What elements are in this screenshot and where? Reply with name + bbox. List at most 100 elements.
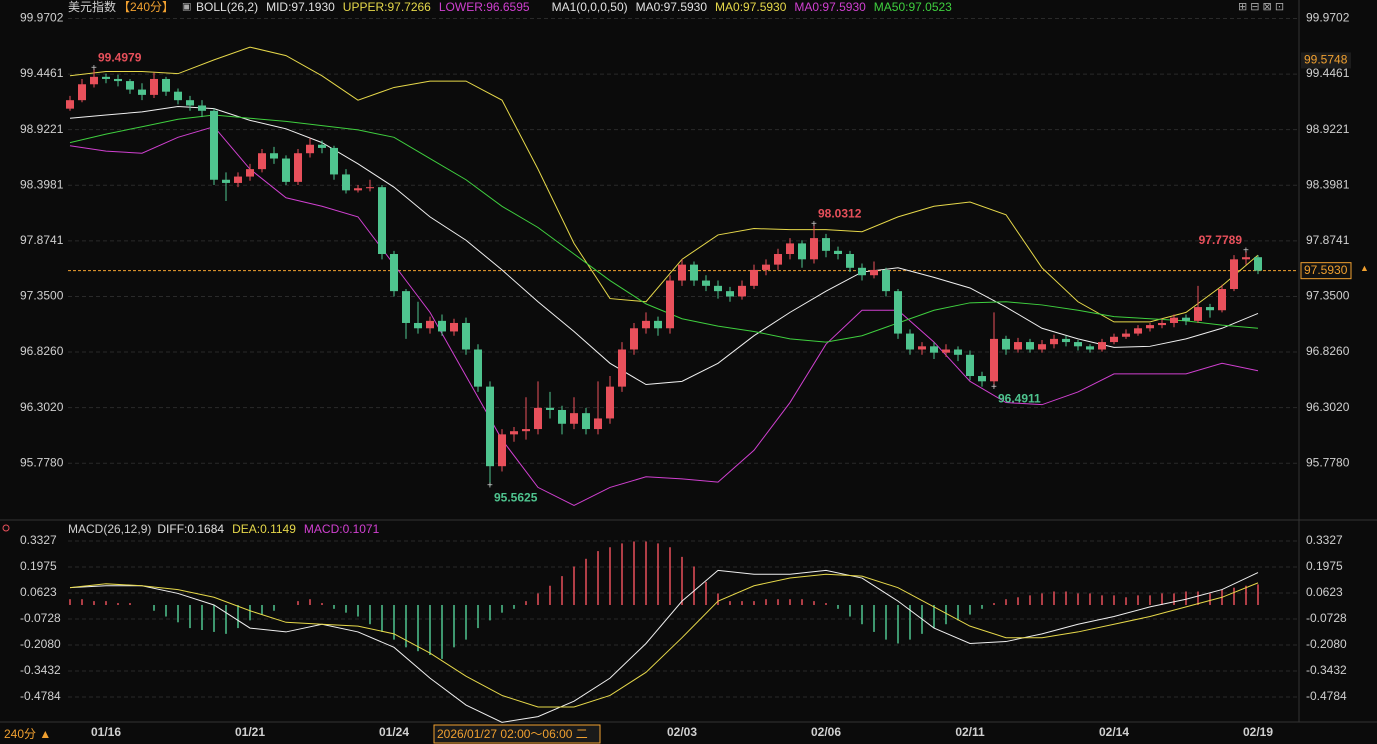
- candle-body: [726, 291, 734, 297]
- x-tick-label: 02/11: [955, 725, 985, 739]
- candle-body: [1158, 322, 1166, 326]
- indicator-value: MA50:97.0523: [874, 0, 952, 14]
- x-tick-label: 01/24: [379, 725, 409, 739]
- indicator-value: LOWER:96.6595: [439, 0, 530, 14]
- y-tick-label-right: 0.3327: [1306, 533, 1343, 547]
- indicator-line: [69, 106, 1259, 386]
- x-tick-label: 02/06: [811, 725, 841, 739]
- candle-body: [426, 320, 434, 329]
- candle-body: [330, 147, 338, 175]
- y-tick-label-right: -0.4784: [1306, 689, 1347, 703]
- indicator-value: MID:97.1930: [266, 0, 335, 14]
- extreme-label: 98.0312: [818, 206, 862, 220]
- cursor-price-label: 99.5748: [1304, 53, 1348, 67]
- candle-body: [1110, 336, 1118, 343]
- indicator-line: [69, 46, 1259, 323]
- y-tick-label: 97.3500: [20, 289, 64, 303]
- candle-body: [774, 254, 782, 265]
- candle-body: [90, 76, 98, 85]
- macd-legend: DIFF:0.1684: [157, 522, 224, 536]
- y-tick-label: 98.3981: [20, 177, 64, 191]
- candle-body: [1194, 307, 1202, 321]
- y-tick-label-right: 98.9221: [1306, 122, 1350, 136]
- y-tick-label-right: 0.0623: [1306, 585, 1343, 599]
- extreme-marker: +: [991, 382, 997, 393]
- y-tick-label-right: 96.3020: [1306, 400, 1350, 414]
- candle-body: [1002, 338, 1010, 350]
- candle-body: [186, 100, 194, 106]
- y-tick-label-right: 95.7780: [1306, 455, 1350, 469]
- candle-body: [930, 346, 938, 353]
- candle-body: [606, 386, 614, 419]
- indicator-line: [69, 126, 1259, 507]
- candle-body: [1122, 333, 1130, 337]
- last-price-label: 97.5930: [1304, 263, 1348, 277]
- candle-body: [510, 431, 518, 435]
- period-switch[interactable]: 240分 ▲: [4, 727, 51, 741]
- candle-body: [1242, 257, 1250, 260]
- x-tick-label: 01/21: [235, 725, 265, 739]
- indicator-value: MA0:97.5930: [715, 0, 787, 14]
- candle-body: [1098, 342, 1106, 350]
- candle-body: [1014, 342, 1022, 350]
- indicator-value: MA1(0,0,0,50): [552, 0, 628, 14]
- toolbar-icons[interactable]: ⊞ ⊟ ⊠ ⊡: [1238, 1, 1284, 13]
- candle-body: [114, 78, 122, 82]
- candle-body: [834, 250, 842, 255]
- candle-body: [318, 144, 326, 148]
- indicator-value: MA0:97.5930: [794, 0, 866, 14]
- extreme-marker: +: [91, 63, 97, 74]
- candle-body: [1206, 307, 1214, 311]
- candle-body: [282, 158, 290, 182]
- candle-body: [1230, 259, 1238, 290]
- candle-body: [1038, 344, 1046, 350]
- candle-body: [666, 280, 674, 329]
- candle-body: [414, 322, 422, 329]
- candle-body: [1170, 317, 1178, 323]
- indicator-icon[interactable]: [2, 524, 10, 532]
- candle-body: [366, 187, 374, 189]
- candle-body: [882, 269, 890, 292]
- candle-body: [870, 269, 878, 276]
- candle-body: [1086, 346, 1094, 350]
- y-tick-label: 0.3327: [20, 533, 57, 547]
- candle-body: [918, 346, 926, 350]
- macd-title: MACD(26,12,9): [68, 522, 151, 536]
- candle-body: [450, 322, 458, 332]
- y-tick-label: 97.8741: [20, 233, 64, 247]
- candle-body: [642, 320, 650, 329]
- y-tick-label: 96.3020: [20, 400, 64, 414]
- y-tick-label-right: 97.8741: [1306, 233, 1350, 247]
- candle-body: [894, 291, 902, 334]
- candle-body: [990, 338, 998, 382]
- candle-body: [654, 320, 662, 329]
- extreme-label: 95.5625: [494, 490, 538, 504]
- y-tick-label: -0.0728: [20, 611, 61, 625]
- x-tick-label: 01/16: [91, 725, 121, 739]
- candle-body: [1146, 325, 1154, 329]
- candle-body: [1182, 317, 1190, 321]
- candle-body: [1026, 342, 1034, 350]
- y-tick-label: -0.4784: [20, 689, 61, 703]
- candle-body: [306, 144, 314, 154]
- y-tick-label-right: -0.3432: [1306, 663, 1347, 677]
- candle-body: [798, 243, 806, 260]
- period-label: 【240分】: [118, 0, 174, 14]
- y-tick-label-right: 99.4461: [1306, 66, 1350, 80]
- candle-body: [978, 376, 986, 382]
- candle-body: [750, 269, 758, 286]
- candle-body: [126, 81, 134, 90]
- y-tick-label: 0.1975: [20, 559, 57, 573]
- last-price-box: [1300, 262, 1352, 280]
- macd-line: [69, 573, 1259, 708]
- x-tick-label: 02/14: [1099, 725, 1129, 739]
- y-tick-label: 99.9702: [20, 11, 64, 25]
- candle-body: [498, 434, 506, 467]
- last-price-arrow: ▲: [1360, 263, 1369, 273]
- candle-body: [342, 174, 350, 191]
- candle-body: [210, 110, 218, 180]
- extreme-marker: +: [487, 481, 493, 492]
- candle-body: [810, 238, 818, 260]
- candle-body: [786, 243, 794, 255]
